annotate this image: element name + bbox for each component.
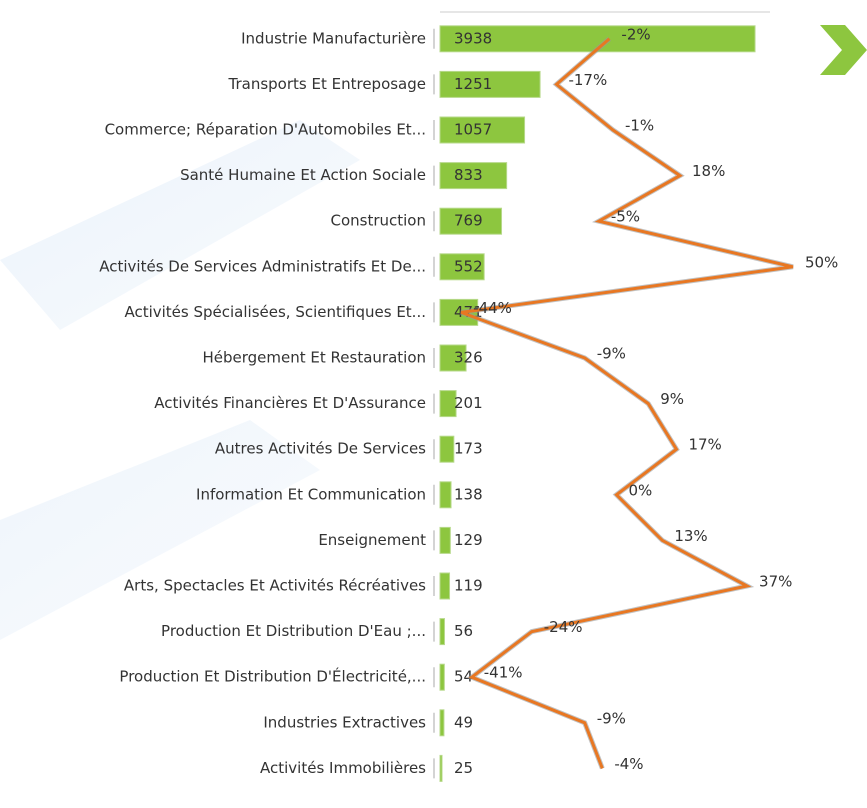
line [460, 37, 794, 769]
line-value-label: 18% [692, 162, 725, 180]
bar [439, 572, 451, 600]
category-label: Production Et Distribution D'Eau ;... [161, 622, 426, 640]
category-label: Construction [330, 212, 426, 230]
category-label: Activités Spécialisées, Scientifiques Et… [124, 303, 426, 321]
bar [439, 116, 526, 144]
category-label: Autres Activités De Services [215, 440, 426, 458]
bar-value-label: 138 [454, 485, 483, 503]
line-value-label: 17% [688, 436, 721, 454]
line-value-label: 50% [805, 253, 838, 271]
bar-value-label: 129 [454, 531, 483, 549]
line-value-label: -24% [544, 618, 583, 636]
chevron-icon [820, 25, 867, 75]
background-shape [0, 420, 320, 640]
line-value-label: -1% [625, 117, 654, 135]
bar-value-label: 1057 [454, 121, 492, 139]
bar-value-label: 3938 [454, 29, 492, 47]
bar [439, 526, 451, 554]
bar [439, 618, 445, 646]
bar-value-label: 769 [454, 212, 483, 230]
line-outline [460, 36, 794, 770]
category-label: Industries Extractives [263, 713, 426, 731]
line-value-label: -2% [621, 25, 650, 43]
line-value-label: -41% [484, 664, 523, 682]
line-value-label: 37% [759, 573, 792, 591]
line-value-label: 13% [674, 527, 707, 545]
bar-value-label: 49 [454, 713, 473, 731]
line-value-label: -17% [568, 71, 607, 89]
category-label: Activités De Services Administratifs Et … [99, 257, 426, 275]
line-value-label: 0% [628, 481, 652, 499]
bar-value-label: 25 [454, 759, 473, 777]
bar [439, 253, 485, 281]
category-label: Industrie Manufacturière [241, 29, 426, 47]
bar-value-label: 1251 [454, 75, 492, 93]
category-label: Transports Et Entreposage [228, 75, 426, 93]
category-label: Activités Immobilières [260, 759, 426, 777]
bar [439, 481, 452, 509]
bar [439, 162, 508, 190]
bar-value-label: 119 [454, 577, 483, 595]
bar [439, 390, 457, 418]
line-value-label: 9% [660, 390, 684, 408]
bar-value-label: 173 [454, 440, 483, 458]
category-label: Production Et Distribution D'Électricité… [119, 667, 426, 686]
line-value-label: -44% [473, 299, 512, 317]
bar [439, 70, 541, 98]
category-label: Commerce; Réparation D'Automobiles Et... [105, 121, 426, 139]
category-label: Hébergement Et Restauration [203, 349, 427, 367]
bar [439, 663, 445, 691]
category-label: Arts, Spectacles Et Activités Récréative… [124, 577, 426, 595]
bar [439, 207, 503, 235]
line-value-label: -5% [611, 208, 640, 226]
bar-value-label: 56 [454, 622, 473, 640]
bar [439, 344, 467, 372]
line-value-label: -9% [597, 709, 626, 727]
line-value-label: -9% [597, 345, 626, 363]
bar-value-label: 201 [454, 394, 483, 412]
line-value-label: -4% [614, 755, 643, 773]
category-label: Activités Financières Et D'Assurance [154, 394, 426, 412]
bar-value-label: 326 [454, 349, 483, 367]
category-label: Information Et Communication [196, 485, 426, 503]
bar [439, 709, 445, 737]
category-label: Enseignement [318, 531, 426, 549]
background-shape [0, 120, 360, 330]
bar-value-label: 552 [454, 257, 483, 275]
bar [439, 435, 455, 463]
bar-value-label: 54 [454, 668, 473, 686]
bar-value-label: 833 [454, 166, 483, 184]
bar [439, 754, 443, 782]
category-label: Santé Humaine Et Action Sociale [180, 166, 426, 184]
